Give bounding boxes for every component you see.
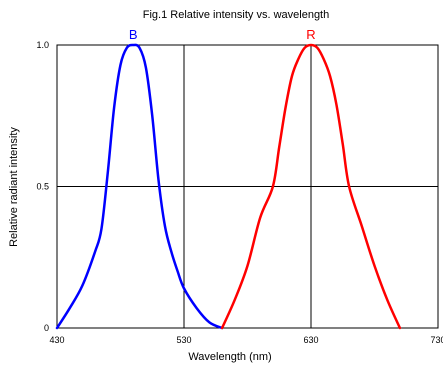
series-line-b: [55, 43, 224, 330]
y-axis-label: Relative radiant intensity: [8, 127, 20, 247]
x-tick-label: 730: [430, 335, 443, 345]
x-tick-label: 530: [176, 335, 191, 345]
chart-title: Fig.1 Relative intensity vs. wavelength: [143, 9, 329, 21]
x-tick-label: 630: [303, 335, 318, 345]
series-line-r: [220, 43, 402, 330]
tick-labels: 430 530 630 730 0 0.5 1.0: [36, 40, 443, 345]
grid-lines: [57, 45, 438, 328]
x-axis-label: Wavelength (nm): [188, 351, 271, 363]
y-tick-label: 0: [44, 323, 49, 333]
series-label-r: R: [306, 27, 315, 42]
series-label-b: B: [129, 27, 138, 42]
y-tick-label: 0.5: [36, 182, 49, 192]
x-tick-label: 430: [49, 335, 64, 345]
series-lines: [55, 43, 402, 330]
y-tick-label: 1.0: [36, 40, 49, 50]
